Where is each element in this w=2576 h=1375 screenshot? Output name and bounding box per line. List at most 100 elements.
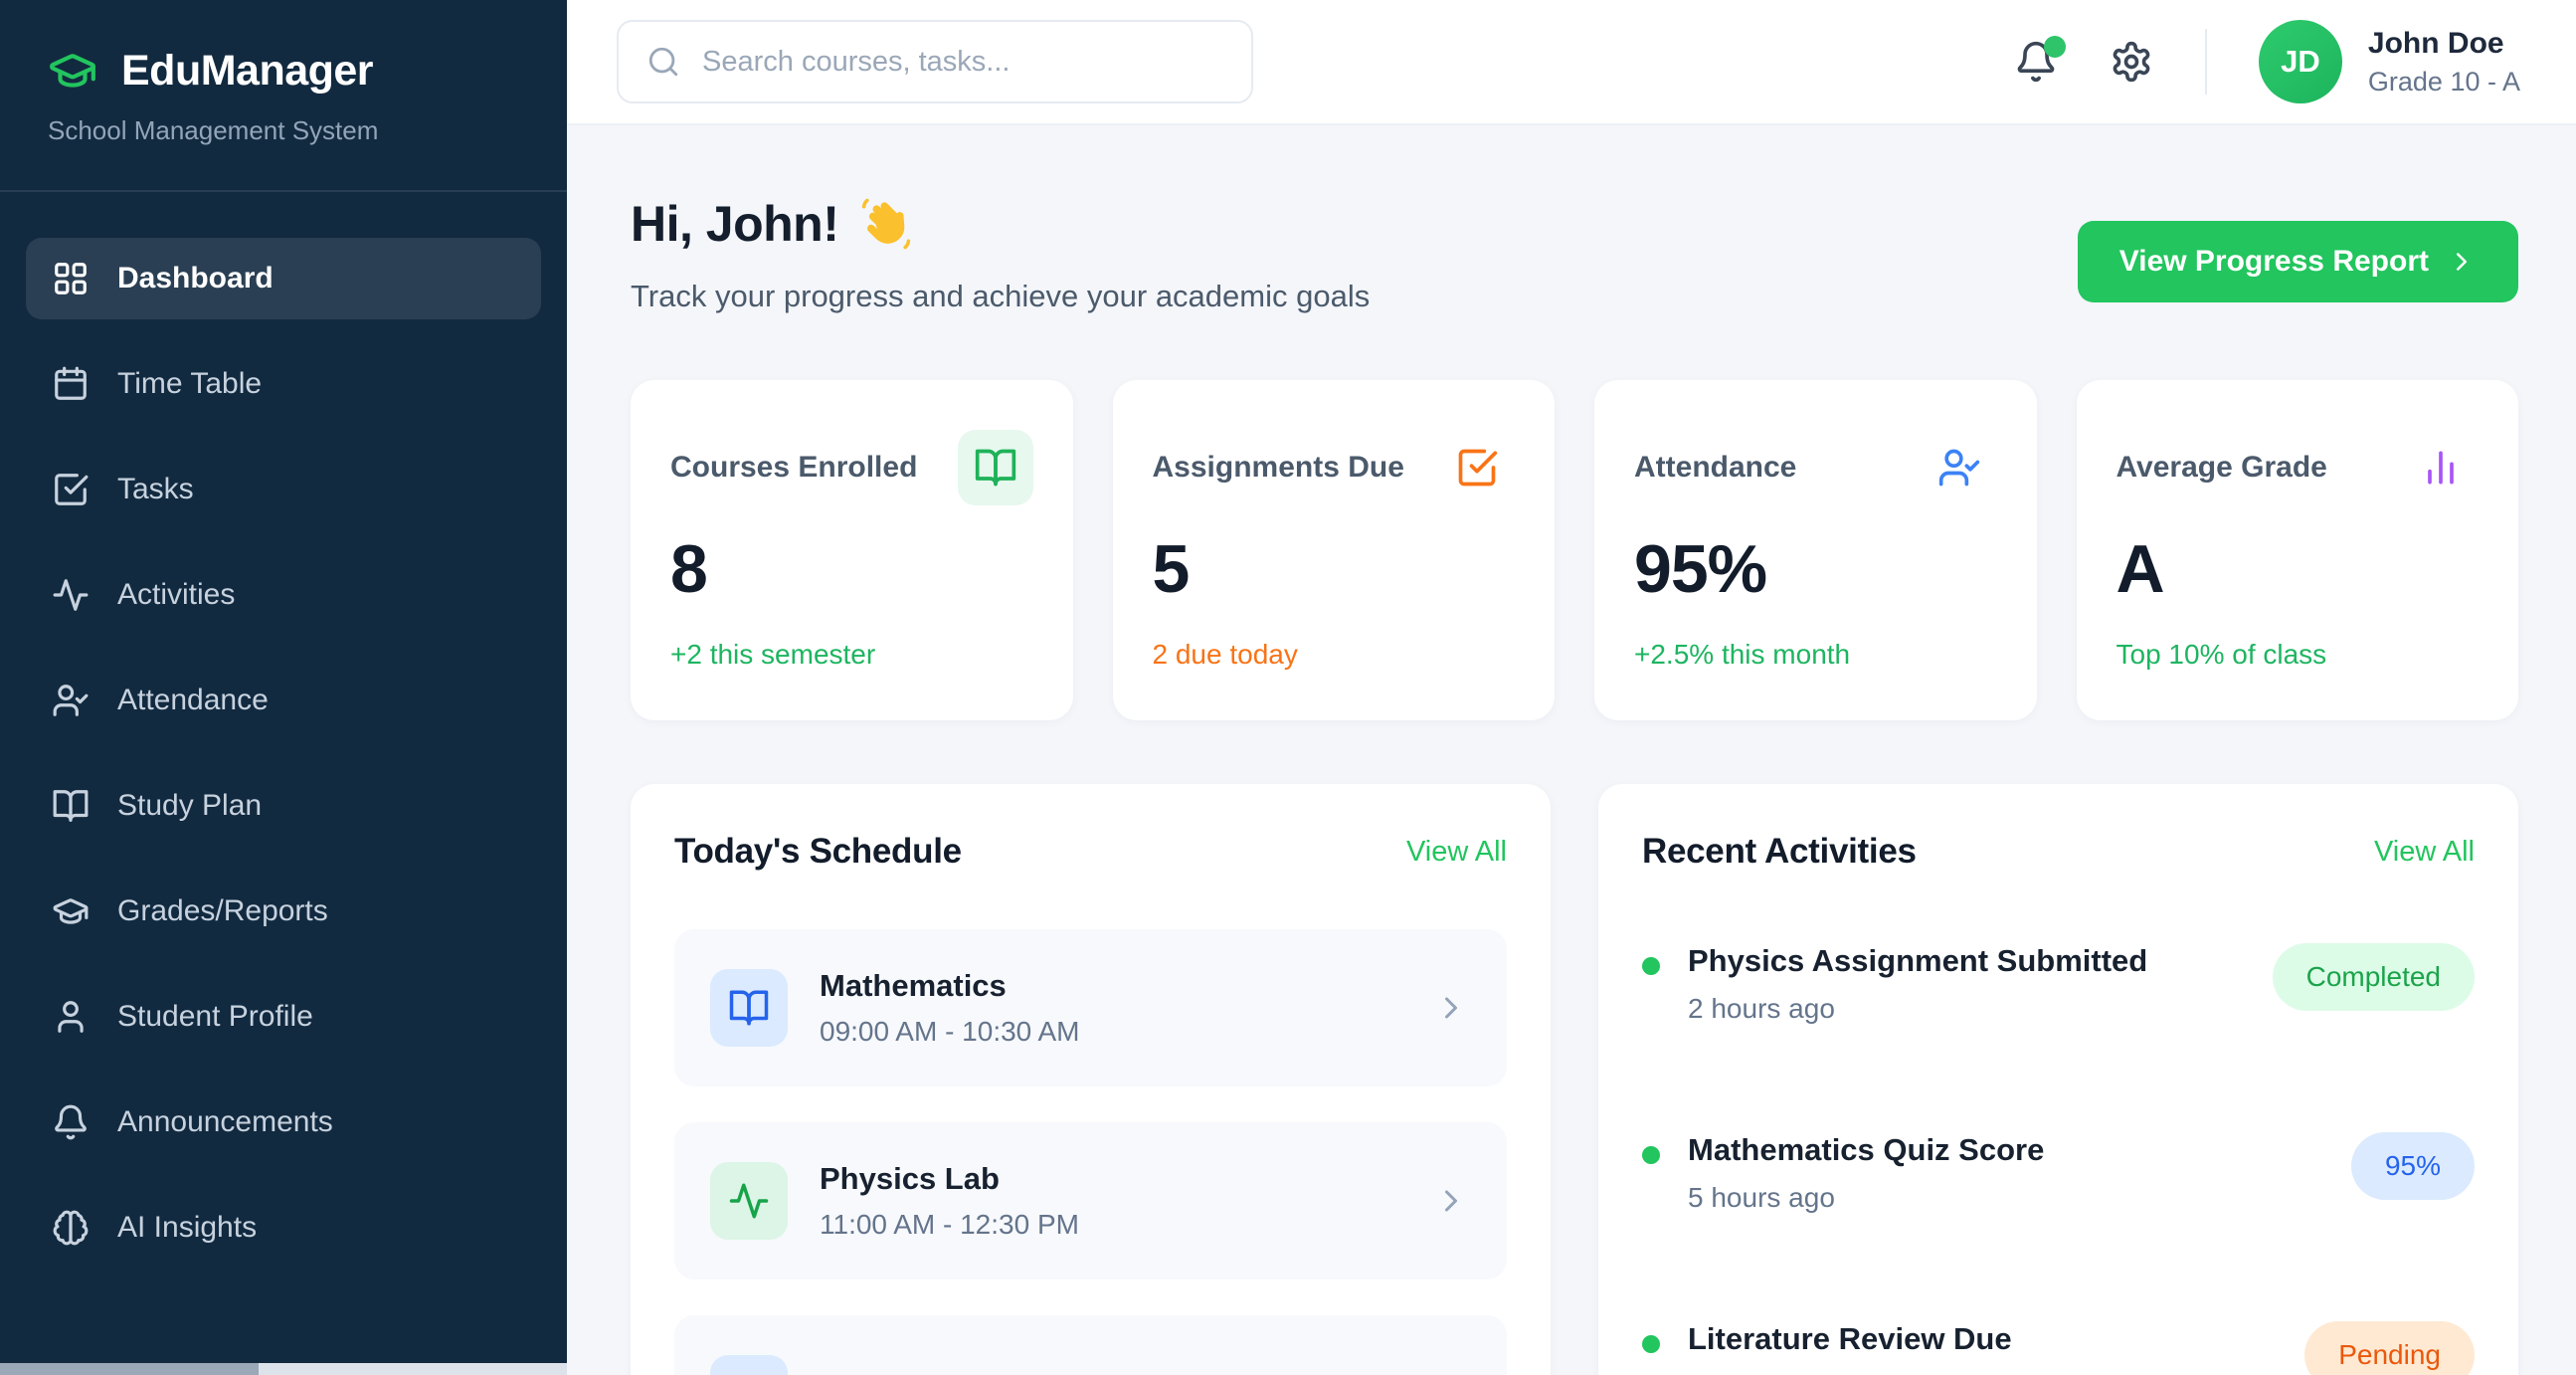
calendar-icon bbox=[52, 365, 90, 403]
sidebar-item-label: Time Table bbox=[117, 367, 263, 400]
stat-cards: Courses Enrolled 8 +2 this semester Assi… bbox=[631, 380, 2518, 720]
sidebar-item-label: Activities bbox=[117, 578, 236, 611]
bar-chart-icon bbox=[2403, 430, 2479, 505]
activities-list: Physics Assignment Submitted 2 hours ago… bbox=[1642, 921, 2475, 1375]
schedule-item[interactable]: Mathematics 09:00 AM - 10:30 AM bbox=[674, 929, 1507, 1086]
sidebar-item[interactable]: Study Plan bbox=[26, 765, 541, 847]
dashboard-content: Hi, John! Track your progress and achiev… bbox=[567, 125, 2576, 1375]
status-dot bbox=[1642, 1335, 1660, 1353]
cta-label: View Progress Report bbox=[2118, 245, 2429, 278]
schedule-view-all-link[interactable]: View All bbox=[1405, 835, 1507, 868]
book-open-icon bbox=[710, 1355, 788, 1375]
status-dot bbox=[1642, 957, 1660, 975]
user-name: John Doe bbox=[2367, 26, 2504, 60]
sidebar-item-label: AI Insights bbox=[117, 1211, 258, 1244]
status-badge: Completed bbox=[2272, 943, 2475, 1011]
stat-card: Courses Enrolled 8 +2 this semester bbox=[631, 380, 1073, 720]
sidebar-item[interactable]: Activities bbox=[26, 554, 541, 636]
search-input[interactable] bbox=[702, 45, 1223, 79]
activities-title: Recent Activities bbox=[1642, 832, 1917, 871]
sidebar-scrollbar-thumb[interactable] bbox=[0, 1363, 259, 1375]
stat-value: 95% bbox=[1634, 531, 1767, 607]
activity-item: Physics Assignment Submitted 2 hours ago… bbox=[1642, 921, 2475, 1080]
brain-icon bbox=[52, 1209, 90, 1247]
stat-label: Assignments Due bbox=[1152, 451, 1404, 484]
sidebar-item[interactable]: Student Profile bbox=[26, 976, 541, 1058]
book-open-icon bbox=[52, 787, 90, 825]
schedule-item-title: English Literature bbox=[820, 1370, 1082, 1375]
activity-time: Tomorrow bbox=[1688, 1371, 2012, 1375]
topbar: JD John Doe Grade 10 - A bbox=[567, 0, 2576, 125]
sidebar-item[interactable]: Time Table bbox=[26, 343, 541, 425]
activity-icon bbox=[710, 1162, 788, 1240]
status-dot bbox=[1642, 1146, 1660, 1164]
schedule-item-time: 09:00 AM - 10:30 AM bbox=[820, 1016, 1080, 1047]
user-icon bbox=[52, 998, 90, 1036]
stat-note: 2 due today bbox=[1152, 639, 1298, 670]
graduation-cap-icon bbox=[52, 892, 90, 930]
topbar-actions: JD John Doe Grade 10 - A bbox=[2014, 20, 2520, 103]
sidebar-item-label: Tasks bbox=[117, 473, 194, 505]
sidebar-item-label: Attendance bbox=[117, 684, 269, 716]
sidebar-scrollbar-track[interactable] bbox=[0, 1363, 567, 1375]
waving-hand-icon bbox=[858, 196, 914, 252]
stat-card: Average Grade A Top 10% of class bbox=[2076, 380, 2518, 720]
book-open-icon bbox=[957, 430, 1033, 505]
view-progress-report-button[interactable]: View Progress Report bbox=[2077, 221, 2518, 302]
bell-icon bbox=[2014, 41, 2058, 88]
stat-card: Attendance 95% +2.5% this month bbox=[1594, 380, 2037, 720]
app-subtitle: School Management System bbox=[48, 115, 379, 145]
chevron-right-icon bbox=[2447, 247, 2477, 277]
schedule-title: Today's Schedule bbox=[674, 832, 962, 871]
activity-title: Physics Assignment Submitted bbox=[1688, 943, 2148, 978]
sidebar: EduManager School Management System Dash… bbox=[0, 0, 567, 1375]
status-badge: 95% bbox=[2350, 1132, 2475, 1200]
sidebar-item[interactable]: Dashboard bbox=[26, 238, 541, 319]
notifications-button[interactable] bbox=[2014, 36, 2066, 84]
book-open-icon bbox=[710, 969, 788, 1047]
greeting-text: Hi, John! bbox=[631, 196, 839, 252]
user-menu[interactable]: JD John Doe Grade 10 - A bbox=[2258, 20, 2520, 103]
sidebar-item[interactable]: AI Insights bbox=[26, 1187, 541, 1269]
greeting-row: Hi, John! Track your progress and achiev… bbox=[631, 195, 2518, 314]
settings-button[interactable] bbox=[2110, 40, 2153, 84]
sidebar-item[interactable]: Grades/Reports bbox=[26, 871, 541, 952]
sidebar-item[interactable]: Tasks bbox=[26, 449, 541, 530]
schedule-item-title: Physics Lab bbox=[820, 1161, 1000, 1196]
status-badge: Pending bbox=[2304, 1321, 2475, 1375]
dashboard-panels: Today's Schedule View All Mathematics 09… bbox=[631, 784, 2518, 1375]
stat-note: +2.5% this month bbox=[1634, 639, 1851, 670]
activity-title: Mathematics Quiz Score bbox=[1688, 1132, 2045, 1167]
activity-icon bbox=[52, 576, 90, 614]
stat-card: Assignments Due 5 2 due today bbox=[1112, 380, 1555, 720]
search-box bbox=[617, 20, 1253, 103]
app-title: EduManager bbox=[121, 46, 374, 95]
stat-note: Top 10% of class bbox=[2116, 639, 2327, 670]
sidebar-item[interactable]: Attendance bbox=[26, 660, 541, 741]
schedule-item[interactable]: English Literature bbox=[674, 1315, 1507, 1375]
sidebar-item-label: Dashboard bbox=[117, 262, 274, 295]
user-check-icon bbox=[52, 682, 90, 719]
activity-time: 2 hours ago bbox=[1688, 993, 1835, 1024]
page-title: Hi, John! bbox=[631, 195, 1370, 253]
stat-value: 5 bbox=[1152, 531, 1191, 607]
sidebar-divider bbox=[0, 190, 567, 192]
recent-activities-panel: Recent Activities View All Physics Assig… bbox=[1598, 784, 2518, 1375]
avatar[interactable]: JD bbox=[2258, 20, 2342, 103]
schedule-item[interactable]: Physics Lab 11:00 AM - 12:30 PM bbox=[674, 1122, 1507, 1279]
activities-view-all-link[interactable]: View All bbox=[2373, 835, 2475, 868]
sidebar-item-label: Announcements bbox=[117, 1105, 333, 1138]
activity-item: Literature Review Due Tomorrow Pending bbox=[1642, 1299, 2475, 1375]
logo: EduManager bbox=[26, 46, 541, 96]
sidebar-item[interactable]: Announcements bbox=[26, 1081, 541, 1163]
sidebar-item-label: Study Plan bbox=[117, 789, 263, 822]
schedule-item-time: 11:00 AM - 12:30 PM bbox=[820, 1209, 1079, 1240]
sidebar-item-label: Student Profile bbox=[117, 1000, 313, 1033]
chevron-right-icon bbox=[1433, 990, 1469, 1026]
check-square-icon bbox=[1439, 430, 1515, 505]
dashboard-icon bbox=[52, 260, 90, 297]
stat-note: +2 this semester bbox=[670, 639, 876, 670]
stat-value: 8 bbox=[670, 531, 708, 607]
activity-time: 5 hours ago bbox=[1688, 1182, 1835, 1213]
